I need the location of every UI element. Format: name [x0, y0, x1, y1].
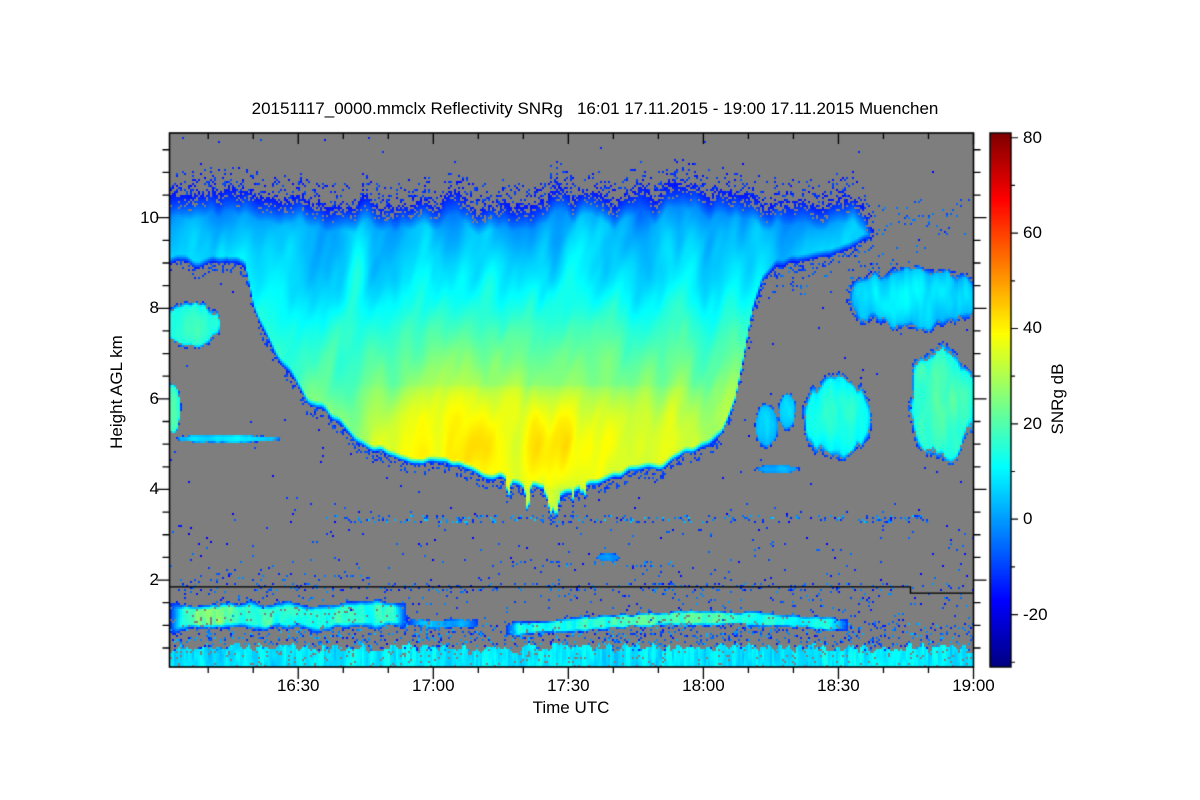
colorbar-tick-label: 60: [1023, 223, 1042, 243]
y-tick-label: 2: [149, 570, 159, 590]
x-tick-label: 18:30: [817, 676, 860, 695]
x-tick-label: 18:00: [682, 676, 725, 695]
colorbar-tick-label: 80: [1023, 127, 1042, 147]
colorbar: [986, 129, 1026, 671]
y-tick-label: 4: [149, 479, 159, 499]
colorbar-tick-label: 0: [1023, 509, 1033, 529]
y-tick-label: 6: [149, 388, 159, 408]
x-tick-label: 17:00: [412, 676, 455, 695]
reflectivity-heatmap: [145, 125, 1005, 685]
x-tick-label: 16:30: [276, 676, 320, 695]
y-tick-label: 10: [140, 207, 159, 227]
colorbar-tick-label: 40: [1023, 318, 1042, 338]
x-axis-label: Time UTC: [532, 698, 610, 717]
y-tick-label: 8: [149, 298, 159, 318]
colorbar-tick-label: -20: [1023, 604, 1048, 624]
colorbar-tick-label: 20: [1023, 413, 1042, 433]
x-tick-label: 17:30: [547, 676, 590, 695]
plot-title: 20151117_0000.mmclx Reflectivity SNRg 16…: [251, 99, 939, 118]
x-tick-label: 19:00: [952, 676, 995, 695]
